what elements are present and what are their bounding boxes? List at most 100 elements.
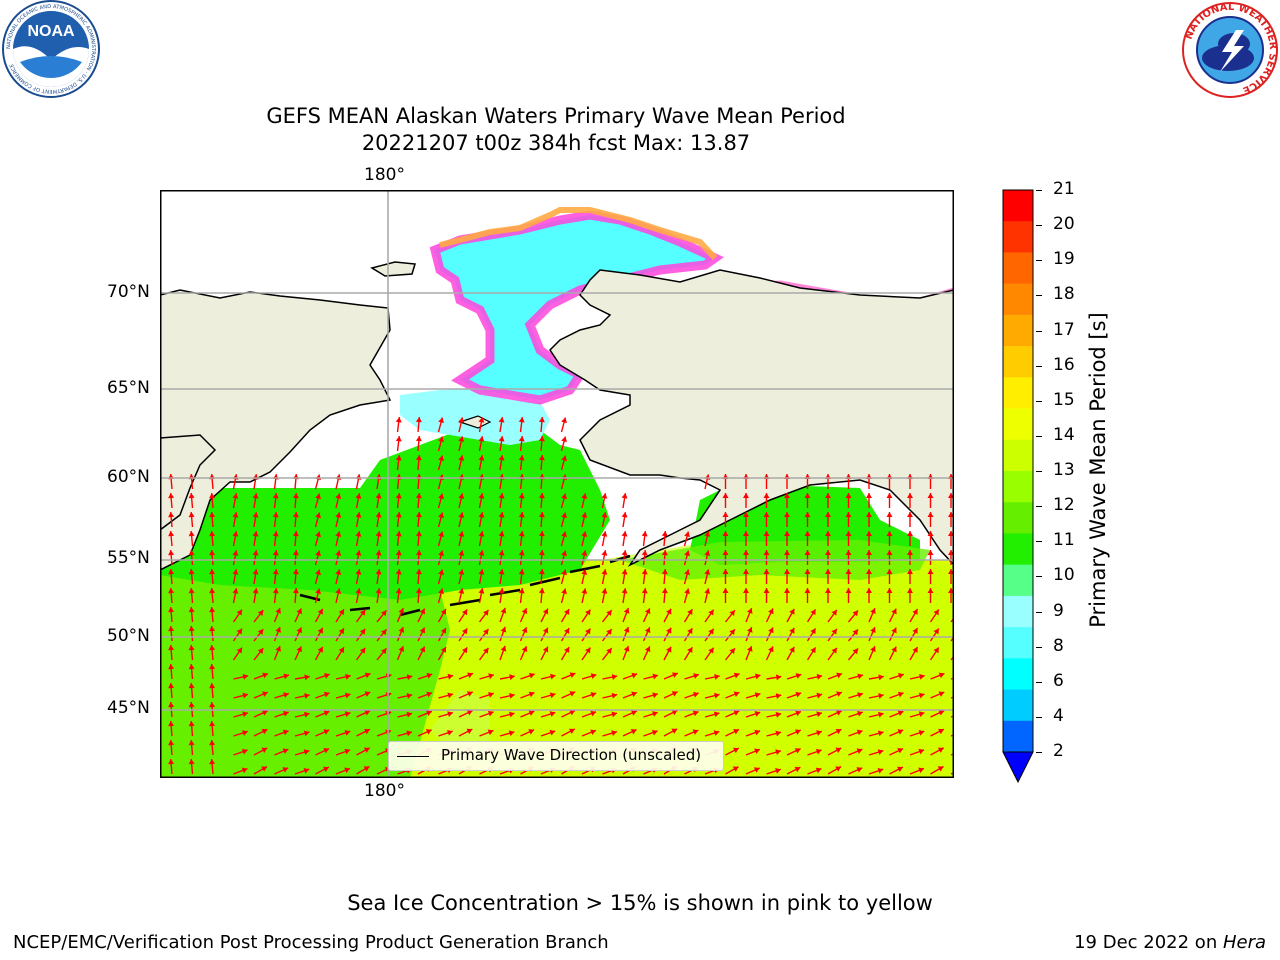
wave-direction-arrowhead xyxy=(652,711,658,717)
wave-direction-arrowhead xyxy=(188,721,195,727)
colorbar-tick-mark xyxy=(1036,716,1042,718)
wave-direction-arrowhead xyxy=(380,648,387,655)
wave-direction-arrowhead xyxy=(209,721,216,727)
wave-direction-arrowhead xyxy=(563,647,570,653)
wave-direction-arrowhead xyxy=(398,646,405,652)
wave-direction-arrowhead xyxy=(708,628,714,635)
wave-direction-arrowhead xyxy=(335,550,342,556)
colorbar-tick-mark xyxy=(1036,365,1042,367)
wave-direction-arrowhead xyxy=(303,730,310,737)
wave-direction-arrowhead xyxy=(188,645,195,651)
wave-direction-arrowhead xyxy=(585,609,591,616)
colorbar-cell xyxy=(1003,314,1033,347)
colorbar-cell xyxy=(1003,627,1033,659)
wave-direction-arrowhead xyxy=(611,674,618,680)
wave-direction-arrowhead xyxy=(292,531,299,537)
wave-direction-arrowhead xyxy=(261,728,268,735)
colorbar-tick-label: 20 xyxy=(1053,214,1075,235)
wave-direction-arrowhead xyxy=(188,664,195,670)
wave-direction-arrowhead xyxy=(498,512,505,518)
wave-direction-arrowhead xyxy=(359,609,366,616)
wave-direction-arrowhead xyxy=(257,610,264,616)
wave-direction-arrowhead xyxy=(886,569,893,574)
wave-direction-arrowhead xyxy=(927,531,934,536)
wave-direction-arrowhead xyxy=(561,493,567,500)
colorbar-tick-mark xyxy=(1036,471,1042,472)
wave-direction-arrowhead xyxy=(835,710,842,716)
wave-direction-arrowhead xyxy=(292,512,299,518)
wave-direction-arrowhead xyxy=(581,550,588,556)
wave-direction-arrowhead xyxy=(804,512,811,517)
wave-direction-arrowhead xyxy=(743,493,749,498)
wave-direction-arrowhead xyxy=(652,692,658,699)
wave-direction-arrowhead xyxy=(775,674,782,681)
wave-direction-arrowhead xyxy=(768,646,774,653)
colorbar-tick-label: 14 xyxy=(1053,424,1075,445)
wave-direction-arrowhead xyxy=(549,673,556,680)
wave-direction-arrowhead xyxy=(355,588,362,594)
wave-direction-arrowhead xyxy=(845,588,852,593)
wave-direction-arrowhead xyxy=(795,691,802,698)
colorbar-tick-label: 11 xyxy=(1053,530,1075,551)
wave-direction-arrowhead xyxy=(927,588,934,593)
lat-label-60: 60°N xyxy=(107,467,150,487)
wave-direction-arrowhead xyxy=(282,767,289,773)
colorbar-tick-label: 4 xyxy=(1053,705,1064,726)
wave-direction-arrowhead xyxy=(304,674,310,681)
wave-direction-arrowhead xyxy=(845,569,852,574)
wave-direction-arrowhead xyxy=(746,627,753,633)
wave-direction-arrowhead xyxy=(768,627,774,634)
wave-direction-arrowhead xyxy=(467,672,473,679)
wave-direction-arrowhead xyxy=(236,647,242,654)
wave-direction-arrowhead xyxy=(891,608,897,615)
wave-direction-arrowhead xyxy=(918,767,924,774)
colorbar-cell xyxy=(1003,252,1033,284)
wave-direction-arrowhead xyxy=(568,728,575,735)
colorbar-extend-arrow xyxy=(1002,751,1034,784)
wave-direction-arrowhead xyxy=(355,512,362,518)
wave-direction-arrowhead xyxy=(518,493,525,499)
wave-direction-arrowhead xyxy=(897,710,904,717)
wave-direction-arrowhead xyxy=(518,417,525,423)
wave-direction-arrowhead xyxy=(561,512,567,519)
wave-direction-arrowhead xyxy=(713,711,720,718)
wave-direction-arrowhead xyxy=(704,550,711,556)
wave-direction-arrowhead xyxy=(692,691,699,698)
wave-direction-arrowhead xyxy=(458,531,465,537)
wave-direction-arrowhead xyxy=(528,729,535,735)
wave-direction-arrowhead xyxy=(836,672,843,679)
colorbar-tick-label: 9 xyxy=(1053,600,1064,621)
wave-direction-arrowhead xyxy=(359,628,366,635)
wave-direction-arrowhead xyxy=(168,569,175,575)
wave-direction-arrowhead xyxy=(232,493,239,499)
wave-direction-arrowhead xyxy=(483,647,489,654)
wave-direction-arrowhead xyxy=(746,646,753,652)
wave-direction-arrowhead xyxy=(815,748,822,755)
wave-direction-arrowhead xyxy=(729,610,735,617)
wave-direction-arrowhead xyxy=(168,721,175,727)
wave-direction-arrowhead xyxy=(538,531,545,537)
wave-direction-arrowhead xyxy=(344,767,350,774)
wave-direction-arrowhead xyxy=(257,629,264,635)
wave-direction-arrowhead xyxy=(317,608,323,615)
wave-direction-arrowhead xyxy=(498,588,505,594)
wave-direction-arrowhead xyxy=(242,711,248,718)
wave-direction-arrowhead xyxy=(606,648,612,654)
wave-direction-arrowhead xyxy=(754,711,761,717)
legend-label: Primary Wave Direction (unscaled) xyxy=(441,746,702,764)
wave-direction-arrowhead xyxy=(938,710,945,716)
wave-direction-arrowhead xyxy=(232,531,239,537)
map-panel xyxy=(160,190,954,778)
lat-label-50: 50°N xyxy=(107,626,150,646)
wave-direction-arrowhead xyxy=(315,512,321,519)
wave-direction-arrowhead xyxy=(261,766,268,772)
wave-direction-arrowhead xyxy=(188,759,195,765)
wave-direction-arrowhead xyxy=(729,629,735,636)
lat-label-65: 65°N xyxy=(107,378,150,398)
wave-direction-arrowhead xyxy=(528,710,535,716)
wave-direction-arrowhead xyxy=(815,767,822,774)
wave-direction-arrowhead xyxy=(816,673,823,680)
wave-direction-arrowhead xyxy=(338,628,344,635)
wave-direction-arrowhead xyxy=(549,729,556,736)
wave-direction-arrowhead xyxy=(687,647,693,654)
